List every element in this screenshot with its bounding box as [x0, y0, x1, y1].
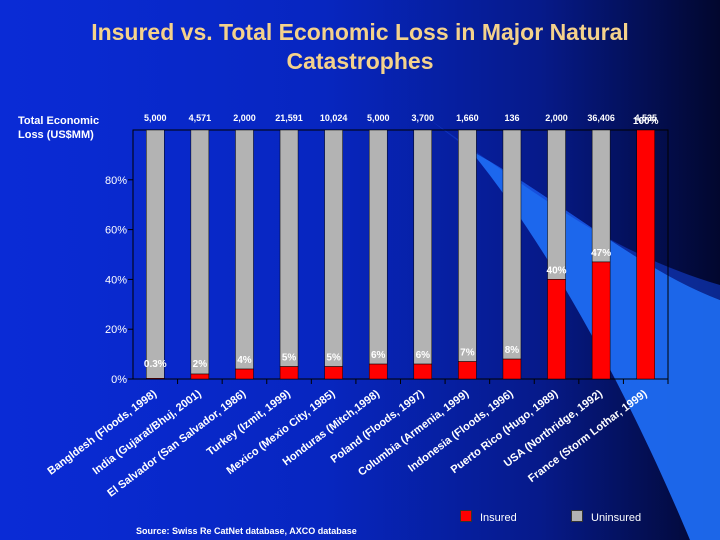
slide-title: Insured vs. Total Economic Loss in Major…: [0, 18, 720, 76]
insured-percent-label: 4%: [237, 355, 252, 366]
title-line-1: Insured vs. Total Economic Loss in Major…: [91, 19, 629, 45]
bar-uninsured: [279, 129, 299, 367]
total-loss-value: 21,591: [275, 113, 303, 123]
bar-insured: [413, 363, 433, 380]
bar-insured: [547, 279, 566, 380]
total-loss-value: 2,000: [233, 113, 256, 123]
insured-percent-label: 7%: [460, 348, 475, 359]
bar-insured: [502, 358, 522, 380]
plot-area: [132, 129, 669, 380]
insured-percent-label: 5%: [282, 353, 297, 364]
bar-uninsured: [190, 129, 210, 375]
bar-insured: [458, 361, 477, 380]
source-note: Source: Swiss Re CatNet database, AXCO d…: [136, 526, 357, 536]
bar-insured: [190, 373, 210, 380]
legend-swatch-uninsured: [571, 510, 583, 522]
bar-insured: [368, 363, 388, 380]
total-loss-value: 4,571: [189, 113, 212, 123]
category-label: Turkey (Izmit, 1999): [205, 388, 293, 459]
bar-uninsured: [547, 129, 566, 280]
total-loss-value: 5,000: [367, 113, 390, 123]
total-loss-value: 2,000: [545, 113, 568, 123]
insured-percent-label: 6%: [416, 350, 431, 361]
insured-percent-label: 5%: [326, 353, 341, 364]
legend-label-uninsured: Uninsured: [591, 512, 642, 524]
legend-item-uninsured: Uninsured: [571, 510, 641, 524]
bar-insured: [279, 366, 299, 380]
title-line-2: Catastrophes: [286, 48, 434, 74]
total-loss-value: 36,406: [587, 113, 615, 123]
y-tick-label: 60%: [105, 225, 127, 237]
y-tick-label: 40%: [105, 274, 127, 286]
insured-percent-label: 100%: [633, 116, 659, 127]
total-loss-label: Total Economic Loss (US$MM): [18, 114, 138, 142]
bar-insured: [235, 368, 254, 380]
bar-insured: [636, 129, 655, 380]
total-loss-value: 136: [504, 113, 519, 123]
total-loss-value: 4,535: [634, 113, 657, 123]
total-loss-value: 5,000: [144, 113, 167, 123]
insured-percent-label: 0.3%: [144, 359, 167, 370]
y-tick-label: 80%: [105, 175, 127, 187]
bar-uninsured: [458, 129, 477, 362]
insured-percent-label: 40%: [547, 265, 567, 276]
bar-insured: [591, 261, 611, 380]
bar-uninsured: [324, 129, 343, 367]
total-loss-value: 3,700: [412, 113, 435, 123]
insured-percent-label: 2%: [193, 359, 208, 370]
legend-item-insured: Insured: [460, 510, 517, 524]
y-tick-label: 20%: [105, 324, 127, 336]
bar-insured: [324, 366, 343, 380]
bar-uninsured: [502, 129, 522, 360]
legend-label-insured: Insured: [480, 512, 517, 524]
bar-uninsured: [368, 129, 388, 365]
bar-insured: [146, 378, 165, 380]
insured-percent-label: 8%: [505, 345, 520, 356]
bar-uninsured: [591, 129, 611, 263]
bar-uninsured: [235, 129, 254, 370]
bar-uninsured: [146, 129, 165, 379]
bar-uninsured: [413, 129, 433, 365]
y-tick-label: 0%: [111, 374, 127, 386]
total-loss-value: 10,024: [320, 113, 348, 123]
total-loss-value: 1,660: [456, 113, 479, 123]
insured-percent-label: 47%: [591, 248, 611, 259]
insured-percent-label: 6%: [371, 350, 386, 361]
legend-swatch-insured: [460, 510, 472, 522]
total-loss-label-line-1: Total Economic: [18, 115, 100, 127]
total-loss-label-line-2: Loss (US$MM): [18, 129, 94, 141]
